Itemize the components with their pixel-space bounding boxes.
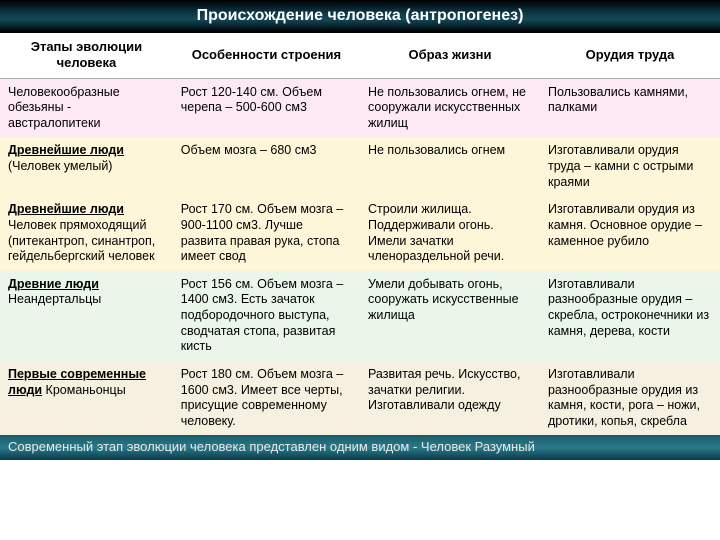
header-stage: Этапы эволюции человека [0,33,173,78]
cell-tools: Пользовались камнями, палками [540,78,720,137]
cell-tools: Изготавливали разнообразные орудия – скр… [540,271,720,361]
cell-lifestyle: Развитая речь. Искусство, зачатки религи… [360,361,540,436]
page-title: Происхождение человека (антропогенез) [0,0,720,33]
table-header-row: Этапы эволюции человека Особенности стро… [0,33,720,78]
cell-stage: Первые современные люди Кроманьонцы [0,361,173,436]
cell-stage: Древние люди Неандертальцы [0,271,173,361]
evolution-table: Этапы эволюции человека Особенности стро… [0,33,720,435]
header-features: Особенности строения [173,33,360,78]
cell-tools: Изготавливали разнообразные орудия из ка… [540,361,720,436]
footer-note: Современный этап эволюции человека предс… [0,435,720,459]
cell-features: Рост 180 см. Объем мозга –1600 см3. Имее… [173,361,360,436]
table-row: Древнейшие люди (Человек умелый)Объем мо… [0,137,720,196]
cell-features: Рост 170 см. Объем мозга – 900-1100 см3.… [173,196,360,271]
table-row: Древнейшие люди Человек прямоходящий (пи… [0,196,720,271]
cell-lifestyle: Не пользовались огнем, не сооружали иску… [360,78,540,137]
header-tools: Орудия труда [540,33,720,78]
cell-tools: Изготавливали орудия из камня. Основное … [540,196,720,271]
cell-features: Рост 120-140 см. Объем черепа – 500-600 … [173,78,360,137]
table-row: Древние люди НеандертальцыРост 156 см. О… [0,271,720,361]
cell-stage: Древнейшие люди (Человек умелый) [0,137,173,196]
cell-lifestyle: Не пользовались огнем [360,137,540,196]
cell-stage: Древнейшие люди Человек прямоходящий (пи… [0,196,173,271]
cell-features: Объем мозга – 680 см3 [173,137,360,196]
cell-features: Рост 156 см. Объем мозга –1400 см3. Есть… [173,271,360,361]
table-row: Человекообразные обезьяны - австралопите… [0,78,720,137]
cell-stage: Человекообразные обезьяны - австралопите… [0,78,173,137]
cell-lifestyle: Умели добывать огонь, сооружать искусств… [360,271,540,361]
table-row: Первые современные люди КроманьонцыРост … [0,361,720,436]
header-lifestyle: Образ жизни [360,33,540,78]
cell-lifestyle: Строили жилища. Поддерживали огонь. Имел… [360,196,540,271]
cell-tools: Изготавливали орудия труда – камни с ост… [540,137,720,196]
